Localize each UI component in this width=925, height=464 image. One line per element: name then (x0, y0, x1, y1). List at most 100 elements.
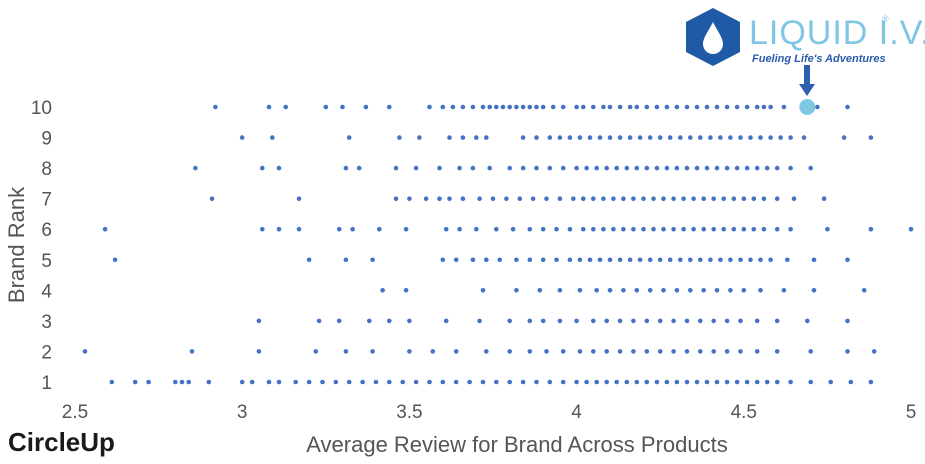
data-point (634, 379, 640, 385)
data-point (704, 104, 710, 110)
data-point (741, 226, 747, 232)
data-point (387, 104, 392, 110)
data-point (484, 257, 489, 263)
data-point (845, 318, 850, 324)
data-point (624, 165, 630, 171)
data-point (718, 135, 723, 140)
data-point (738, 257, 743, 263)
data-point (721, 196, 726, 201)
data-point (427, 379, 432, 385)
data-point (631, 349, 636, 354)
data-point (761, 104, 767, 110)
data-point (480, 104, 486, 110)
data-point (443, 318, 449, 324)
data-point (758, 288, 763, 293)
data-point (186, 379, 191, 385)
data-point (684, 165, 690, 171)
data-point (450, 104, 456, 110)
data-point (500, 104, 506, 110)
data-point (554, 226, 559, 232)
data-point (400, 379, 406, 385)
data-point (617, 349, 623, 354)
data-point (377, 226, 382, 232)
data-point (343, 349, 349, 354)
data-point (711, 226, 716, 232)
data-point (480, 379, 486, 385)
data-point (550, 104, 556, 110)
data-point (674, 165, 680, 171)
data-point (413, 165, 419, 171)
data-point (336, 226, 342, 232)
data-point (591, 196, 596, 201)
data-point (423, 196, 429, 201)
data-point (657, 135, 663, 140)
data-point (323, 104, 329, 110)
y-tick-label: 6 (41, 220, 52, 241)
data-point (774, 379, 780, 385)
data-point (718, 257, 723, 263)
data-point (711, 196, 716, 201)
data-point (691, 196, 696, 201)
data-point (510, 226, 516, 232)
data-point (560, 379, 566, 385)
data-point (260, 226, 265, 232)
data-point (574, 165, 579, 171)
data-point (507, 104, 512, 110)
data-point (527, 104, 533, 110)
data-point (657, 257, 663, 263)
data-point (714, 379, 720, 385)
data-point (631, 226, 636, 232)
data-point (774, 349, 780, 354)
data-point (440, 104, 446, 110)
data-point (667, 257, 673, 263)
data-point (728, 257, 733, 263)
data-point (654, 104, 660, 110)
data-point (581, 104, 586, 110)
data-point (748, 257, 753, 263)
data-point (861, 288, 867, 293)
data-point (350, 226, 355, 232)
data-point (591, 226, 596, 232)
data-point (607, 257, 613, 263)
data-point (457, 165, 462, 171)
data-point (607, 104, 613, 110)
data-point (437, 196, 442, 201)
data-point (661, 196, 666, 201)
data-point (591, 318, 596, 324)
data-point (487, 104, 493, 110)
data-point (494, 226, 499, 232)
data-point (647, 288, 653, 293)
data-point (741, 196, 747, 201)
data-point (363, 104, 369, 110)
circleup-wordmark: CircleUp (8, 427, 115, 457)
data-point (577, 288, 583, 293)
data-point (661, 288, 666, 293)
x-axis-ticks: 2.5 3 3.5 4 4.5 5 (62, 402, 917, 423)
data-point (724, 318, 730, 324)
data-point (738, 135, 743, 140)
data-point (577, 257, 583, 263)
data-point (821, 196, 827, 201)
data-point (571, 196, 576, 201)
data-point (627, 104, 633, 110)
data-point (868, 226, 874, 232)
data-point (260, 165, 265, 171)
data-point (637, 257, 643, 263)
data-point (527, 349, 533, 354)
data-point (684, 349, 690, 354)
data-point (811, 288, 817, 293)
data-point (587, 135, 593, 140)
data-point (249, 379, 255, 385)
data-point (477, 318, 482, 324)
data-point (567, 226, 573, 232)
data-point (594, 288, 599, 293)
data-point (781, 104, 787, 110)
x-tick-label: 4.5 (731, 402, 757, 423)
y-axis-title: Brand Rank (4, 186, 29, 303)
data-point (333, 379, 339, 385)
data-point (544, 196, 549, 201)
data-point (728, 135, 733, 140)
x-tick-label: 2.5 (62, 402, 88, 423)
data-point (430, 349, 436, 354)
data-point (644, 165, 650, 171)
